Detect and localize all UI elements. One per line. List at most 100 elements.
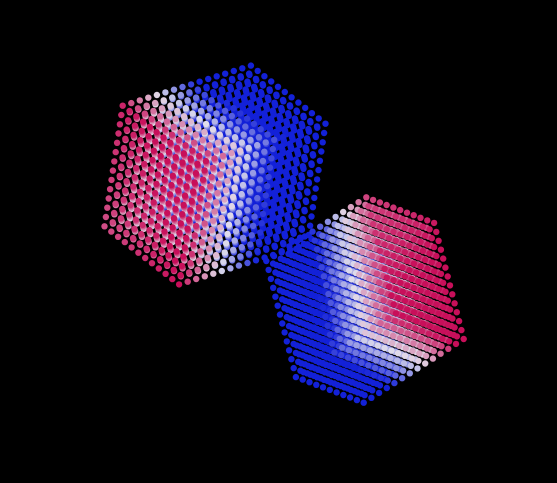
point xyxy=(350,285,357,292)
point xyxy=(365,362,372,369)
point xyxy=(296,319,304,326)
point xyxy=(211,81,219,88)
point xyxy=(405,322,412,330)
point xyxy=(375,389,383,397)
point xyxy=(244,78,251,85)
point xyxy=(444,321,452,329)
point xyxy=(274,171,281,178)
point xyxy=(166,191,174,198)
point xyxy=(369,252,376,259)
point xyxy=(201,273,208,280)
point xyxy=(386,362,393,369)
point xyxy=(138,230,145,238)
point xyxy=(268,78,275,85)
point xyxy=(316,327,324,334)
point xyxy=(435,261,442,269)
point xyxy=(376,279,383,286)
point xyxy=(202,157,210,165)
point xyxy=(403,209,411,216)
point xyxy=(311,141,318,149)
point xyxy=(432,333,439,340)
point xyxy=(159,237,167,244)
point xyxy=(298,256,305,263)
point xyxy=(178,262,186,269)
point xyxy=(285,274,292,282)
point xyxy=(328,371,335,379)
point xyxy=(208,226,215,234)
point xyxy=(137,136,144,144)
point xyxy=(231,134,239,141)
point xyxy=(342,369,350,376)
point xyxy=(406,266,413,274)
point xyxy=(230,104,237,112)
point xyxy=(193,275,200,283)
point xyxy=(249,222,257,230)
point xyxy=(297,287,304,295)
point xyxy=(328,340,336,347)
point xyxy=(357,367,364,374)
point xyxy=(234,218,241,226)
point xyxy=(399,312,406,320)
point xyxy=(165,148,172,156)
point xyxy=(350,364,357,371)
point xyxy=(105,195,112,202)
point xyxy=(143,245,150,252)
point xyxy=(317,223,324,230)
point xyxy=(276,205,284,212)
point xyxy=(295,99,302,106)
point xyxy=(308,110,316,117)
point xyxy=(404,330,411,337)
point xyxy=(187,81,195,88)
point xyxy=(211,118,218,125)
point xyxy=(269,107,276,114)
point xyxy=(121,187,129,194)
point xyxy=(292,301,299,308)
point xyxy=(391,317,399,325)
point xyxy=(340,281,347,288)
point xyxy=(424,314,431,321)
point xyxy=(309,332,316,339)
point xyxy=(397,327,405,335)
point xyxy=(398,375,406,382)
point xyxy=(435,286,442,293)
point xyxy=(186,89,193,96)
point xyxy=(195,257,203,264)
point xyxy=(296,128,304,135)
point xyxy=(421,232,429,239)
point xyxy=(206,104,213,112)
point xyxy=(351,357,358,364)
point xyxy=(191,102,198,109)
point xyxy=(276,311,284,318)
point xyxy=(304,314,311,321)
point xyxy=(417,287,424,294)
point xyxy=(201,167,208,174)
point xyxy=(348,379,356,386)
point xyxy=(366,354,373,362)
point xyxy=(300,369,307,376)
point xyxy=(417,342,424,350)
point xyxy=(128,192,136,199)
point xyxy=(293,238,301,245)
point xyxy=(138,179,145,186)
point xyxy=(426,323,433,330)
point xyxy=(145,184,152,191)
point xyxy=(237,200,244,207)
point xyxy=(310,269,318,276)
point xyxy=(306,379,313,386)
point xyxy=(364,369,371,376)
point xyxy=(201,91,208,99)
point xyxy=(406,291,413,298)
point xyxy=(220,78,227,85)
point xyxy=(157,152,164,160)
point xyxy=(366,243,374,251)
point xyxy=(150,107,157,115)
point xyxy=(228,255,235,263)
point xyxy=(116,224,123,231)
point xyxy=(397,255,404,262)
point xyxy=(306,222,314,229)
point xyxy=(209,164,217,171)
point xyxy=(428,283,436,290)
point xyxy=(392,213,399,220)
point xyxy=(334,222,341,230)
point xyxy=(383,226,390,233)
